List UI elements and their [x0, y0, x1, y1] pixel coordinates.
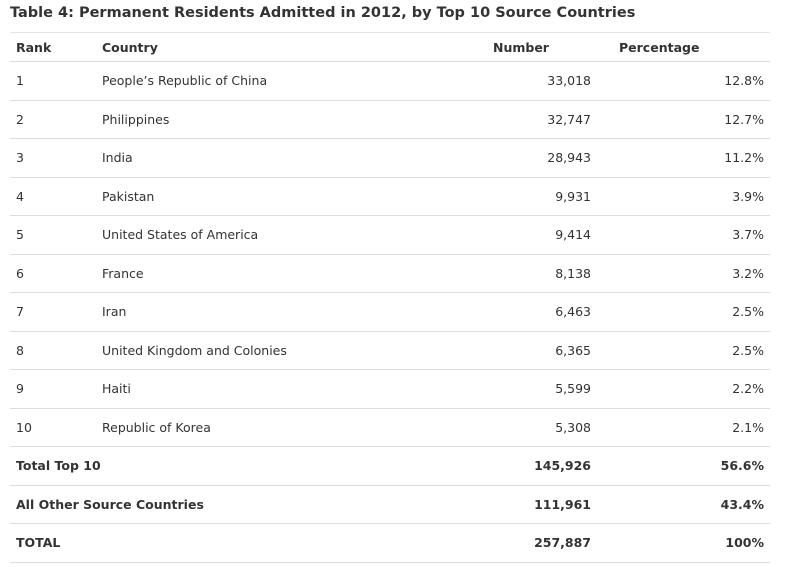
country-cell: Haiti [96, 369, 413, 409]
percentage-cell: 3.2% [605, 254, 770, 293]
percentage-cell: 2.1% [605, 408, 770, 447]
percentage-cell: 3.7% [605, 215, 770, 255]
country-cell: India [96, 138, 413, 178]
total-percentage-cell: 43.4% [605, 485, 770, 524]
country-cell: Republic of Korea [96, 408, 413, 447]
other-countries-row: All Other Source Countries 111,961 43.4% [10, 485, 770, 524]
table-row: 1 People’s Republic of China 33,018 12.8… [10, 61, 770, 101]
number-column-header: Number [413, 32, 605, 62]
table-row: 10 Republic of Korea 5,308 2.1% [10, 408, 770, 447]
number-cell: 9,931 [413, 177, 605, 216]
percentage-cell: 12.8% [605, 61, 770, 101]
number-cell: 9,414 [413, 215, 605, 255]
country-cell: Pakistan [96, 177, 413, 216]
rank-column-header: Rank [10, 32, 96, 62]
number-cell: 33,018 [413, 61, 605, 101]
number-cell: 5,599 [413, 369, 605, 409]
table-header-row: Rank Country Number Percentage [10, 32, 770, 62]
country-cell: Iran [96, 292, 413, 332]
number-cell: 6,463 [413, 292, 605, 332]
number-cell: 6,365 [413, 331, 605, 370]
percentage-column-header: Percentage [605, 32, 770, 62]
table-row: 7 Iran 6,463 2.5% [10, 292, 770, 332]
country-cell: United Kingdom and Colonies [96, 331, 413, 370]
total-number-cell: 145,926 [413, 446, 605, 486]
table-row: 8 United Kingdom and Colonies 6,365 2.5% [10, 331, 770, 370]
rank-cell: 1 [10, 61, 96, 101]
number-cell: 32,747 [413, 100, 605, 139]
total-percentage-cell: 100% [605, 523, 770, 563]
rank-cell: 2 [10, 100, 96, 139]
table-row: 9 Haiti 5,599 2.2% [10, 369, 770, 409]
table-row: 2 Philippines 32,747 12.7% [10, 100, 770, 139]
rank-cell: 6 [10, 254, 96, 293]
country-cell: United States of America [96, 215, 413, 255]
rank-cell: 3 [10, 138, 96, 178]
table-row: 3 India 28,943 11.2% [10, 138, 770, 178]
rank-cell: 10 [10, 408, 96, 447]
table-row: 6 France 8,138 3.2% [10, 254, 770, 293]
country-cell: France [96, 254, 413, 293]
percentage-cell: 11.2% [605, 138, 770, 178]
total-number-cell: 111,961 [413, 485, 605, 524]
number-cell: 28,943 [413, 138, 605, 178]
total-percentage-cell: 56.6% [605, 446, 770, 486]
total-label-cell: Total Top 10 [10, 446, 413, 486]
rank-cell: 4 [10, 177, 96, 216]
table-row: 5 United States of America 9,414 3.7% [10, 215, 770, 255]
total-number-cell: 257,887 [413, 523, 605, 563]
source-countries-table: Rank Country Number Percentage 1 People’… [10, 32, 770, 563]
table-row: 4 Pakistan 9,931 3.9% [10, 177, 770, 216]
percentage-cell: 2.5% [605, 331, 770, 370]
table-caption: Table 4: Permanent Residents Admitted in… [10, 5, 636, 21]
total-top-10-row: Total Top 10 145,926 56.6% [10, 446, 770, 486]
total-label-cell: TOTAL [10, 523, 413, 563]
rank-cell: 5 [10, 215, 96, 255]
rank-cell: 7 [10, 292, 96, 332]
country-cell: People’s Republic of China [96, 61, 413, 101]
total-label-cell: All Other Source Countries [10, 485, 413, 524]
percentage-cell: 2.5% [605, 292, 770, 332]
rank-cell: 9 [10, 369, 96, 409]
number-cell: 8,138 [413, 254, 605, 293]
country-cell: Philippines [96, 100, 413, 139]
percentage-cell: 12.7% [605, 100, 770, 139]
country-column-header: Country [96, 32, 413, 62]
grand-total-row: TOTAL 257,887 100% [10, 523, 770, 563]
percentage-cell: 2.2% [605, 369, 770, 409]
rank-cell: 8 [10, 331, 96, 370]
number-cell: 5,308 [413, 408, 605, 447]
percentage-cell: 3.9% [605, 177, 770, 216]
